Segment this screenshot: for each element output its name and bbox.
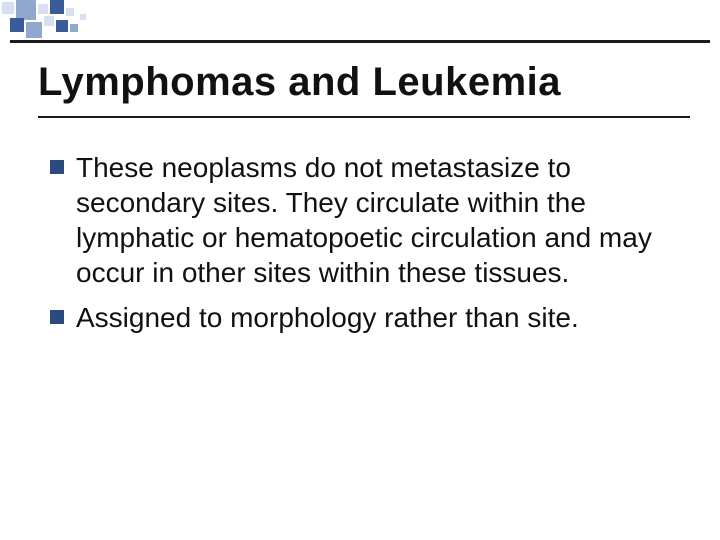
- deco-square: [56, 20, 68, 32]
- bullet-text: These neoplasms do not metastasize to se…: [76, 150, 680, 290]
- deco-square: [10, 18, 24, 32]
- deco-square: [38, 4, 48, 14]
- title-underline: [38, 116, 690, 118]
- bullet-square-icon: [50, 310, 64, 324]
- deco-square: [50, 0, 64, 14]
- bullet-text: Assigned to morphology rather than site.: [76, 300, 579, 335]
- deco-square: [2, 2, 14, 14]
- list-item: Assigned to morphology rather than site.: [50, 300, 680, 335]
- deco-square: [80, 14, 86, 20]
- deco-square: [66, 8, 74, 16]
- deco-square: [44, 16, 54, 26]
- deco-square: [26, 22, 42, 38]
- deco-square: [70, 24, 78, 32]
- slide-title: Lymphomas and Leukemia: [38, 60, 561, 105]
- bullet-square-icon: [50, 160, 64, 174]
- slide-body: These neoplasms do not metastasize to se…: [50, 150, 680, 345]
- deco-square: [16, 0, 36, 20]
- top-rule: [10, 40, 710, 43]
- corner-decoration: [0, 0, 120, 38]
- list-item: These neoplasms do not metastasize to se…: [50, 150, 680, 290]
